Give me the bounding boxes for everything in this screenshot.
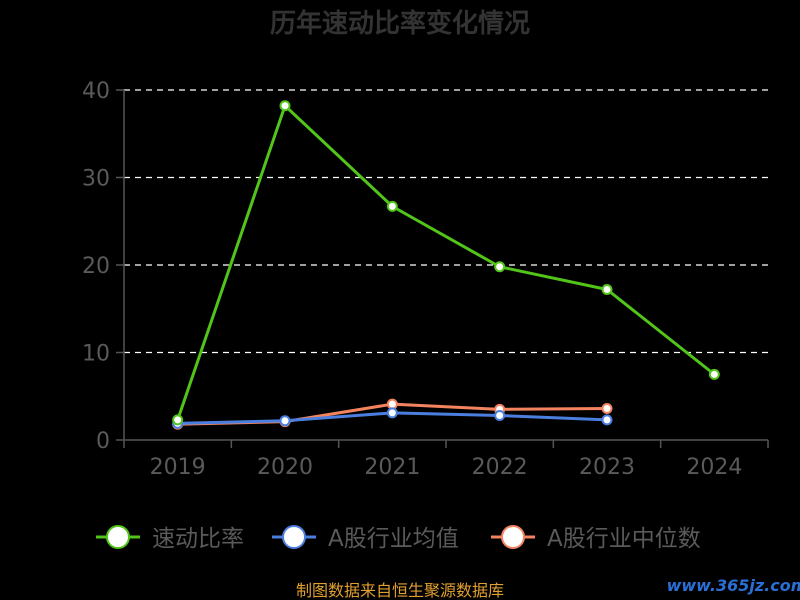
legend-marker <box>282 525 306 549</box>
grid <box>124 89 768 354</box>
legend-marker <box>106 525 130 549</box>
y-tick-label: 40 <box>82 79 110 104</box>
x-tick-label: 2023 <box>579 455 635 480</box>
source-note: 制图数据来自恒生聚源数据库 <box>296 581 504 600</box>
legend-marker <box>501 525 525 549</box>
series-速动比率 <box>172 100 720 426</box>
data-point <box>386 200 398 212</box>
legend-item[interactable]: A股行业均值 <box>272 525 459 552</box>
x-tick-label: 2020 <box>257 455 313 480</box>
y-tick-label: 20 <box>82 254 110 279</box>
legend-label: 速动比率 <box>152 526 244 552</box>
x-tick-label: 2024 <box>686 455 742 480</box>
data-point <box>386 398 398 410</box>
chart-title: 历年速动比率变化情况 <box>270 8 530 39</box>
legend-item[interactable]: 速动比率 <box>96 525 244 552</box>
data-point <box>279 415 291 427</box>
watermark: www.365jz.com <box>667 576 800 595</box>
series-layer <box>172 100 720 430</box>
data-point <box>494 261 506 273</box>
legend[interactable]: 速动比率 A股行业均值 A股行业中位数 <box>96 525 701 552</box>
series-line <box>176 104 716 421</box>
legend-item[interactable]: A股行业中位数 <box>491 525 701 552</box>
y-tick-label: 0 <box>96 429 110 454</box>
x-tick-label: 2022 <box>472 455 528 480</box>
y-tick-label: 10 <box>82 342 110 367</box>
data-point <box>601 403 613 414</box>
axes: 0 10 20 30 40 2019 2020 2021 2022 2023 2024 <box>82 79 769 480</box>
data-point <box>708 368 720 380</box>
x-tick-label: 2019 <box>150 455 206 480</box>
data-point <box>386 407 398 419</box>
data-point <box>279 100 291 112</box>
y-tick-label: 30 <box>82 167 110 192</box>
data-point <box>494 410 506 421</box>
legend-label: A股行业均值 <box>328 526 459 552</box>
x-tick-label: 2021 <box>364 455 420 480</box>
data-point <box>172 414 184 426</box>
series-A股行业均值 <box>172 407 613 429</box>
legend-label: A股行业中位数 <box>547 526 701 552</box>
data-point <box>601 414 613 426</box>
data-point <box>601 284 613 295</box>
